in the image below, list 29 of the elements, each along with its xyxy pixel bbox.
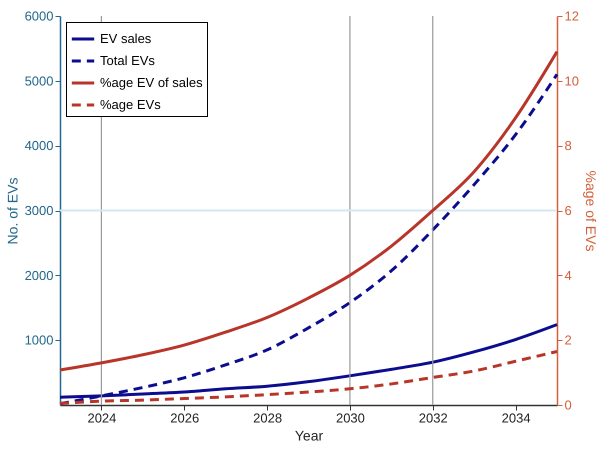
y-axis-title: No. of EVs — [4, 178, 21, 244]
y-tick-label: 6000 — [24, 8, 54, 24]
x-tick-label: 2024 — [87, 410, 116, 426]
y-tick-label: 1000 — [24, 332, 54, 348]
x-tick-label: 2026 — [170, 410, 200, 426]
y2-tick-label: 12 — [564, 8, 579, 24]
line-series — [58, 350, 558, 405]
legend-label: EV sales — [100, 31, 152, 46]
y2-tick-label: 10 — [564, 73, 579, 88]
line-series — [58, 72, 558, 406]
x-tick-label: 2030 — [336, 410, 365, 426]
y-tick-label: 4000 — [24, 138, 54, 154]
y-tick-label: 2000 — [24, 268, 54, 283]
y2-tick-label: 4 — [564, 268, 572, 283]
legend-label: %age EV of sales — [100, 75, 204, 90]
y2-tick-label: 8 — [564, 138, 572, 154]
line-series — [58, 50, 558, 372]
y-tick-label: 5000 — [24, 73, 54, 88]
y2-axis-title: %age of EVs — [582, 170, 599, 252]
x-tick-label: 2034 — [502, 410, 531, 426]
y2-tick-label: 2 — [564, 332, 572, 348]
legend-label: Total EVs — [100, 53, 156, 68]
y2-tick-label: 0 — [564, 398, 572, 412]
y2-tick-label: 6 — [564, 203, 572, 218]
x-tick-label: 2028 — [253, 410, 282, 426]
y-tick-label: 3000 — [24, 203, 54, 218]
x-tick-label: 2032 — [418, 410, 448, 426]
legend-label: %age EVs — [100, 97, 162, 112]
x-axis-title: Year — [294, 428, 324, 444]
